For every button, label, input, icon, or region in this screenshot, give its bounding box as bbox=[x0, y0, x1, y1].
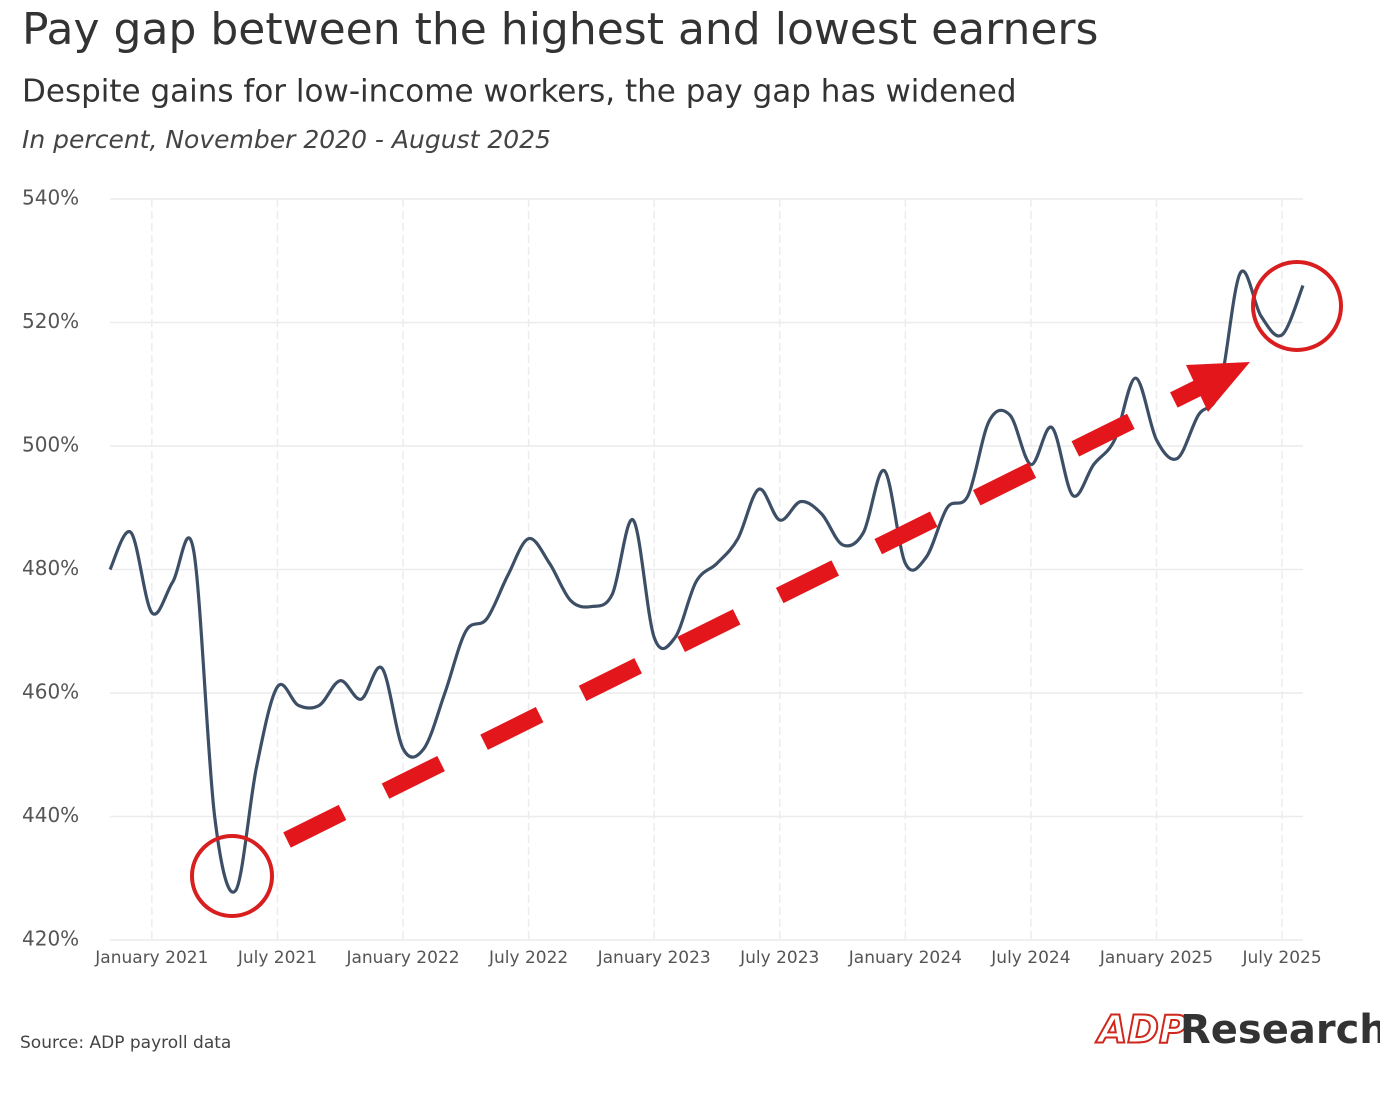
y-tick-label: 420% bbox=[22, 927, 79, 951]
y-tick-label: 520% bbox=[22, 309, 79, 333]
x-tick-label: January 2021 bbox=[94, 948, 208, 968]
trend-arrow bbox=[283, 379, 1204, 848]
arrow-head bbox=[1186, 362, 1250, 412]
y-tick-label: 440% bbox=[22, 803, 79, 827]
x-tick-label: July 2021 bbox=[237, 948, 317, 968]
y-tick-label: 540% bbox=[22, 186, 79, 210]
x-tick-label: July 2025 bbox=[1241, 948, 1321, 968]
high-circle bbox=[1251, 260, 1343, 352]
y-tick-label: 460% bbox=[22, 680, 79, 704]
brand-logo: ADP bbox=[1095, 1008, 1187, 1052]
x-tick-label: January 2023 bbox=[597, 948, 711, 968]
y-tick-label: 480% bbox=[22, 556, 79, 580]
grid bbox=[110, 198, 1303, 941]
x-tick-label: July 2023 bbox=[739, 948, 819, 968]
plot bbox=[108, 269, 1305, 894]
x-tick-label: July 2024 bbox=[990, 948, 1070, 968]
x-tick-label: January 2022 bbox=[345, 948, 459, 968]
low-circle bbox=[190, 834, 274, 918]
annotation bbox=[190, 260, 1343, 918]
chart-note: In percent, November 2020 - August 2025 bbox=[22, 125, 551, 154]
x-tick-label: January 2025 bbox=[1099, 948, 1213, 968]
x-tick-label: July 2022 bbox=[488, 948, 568, 968]
series-line bbox=[108, 269, 1305, 894]
chart-title: Pay gap between the highest and lowest e… bbox=[22, 4, 1098, 55]
source: Source: ADP payroll data bbox=[20, 1033, 231, 1053]
brand-text: Research bbox=[1180, 1007, 1380, 1053]
x-tick-label: January 2024 bbox=[848, 948, 962, 968]
y-tick-label: 500% bbox=[22, 433, 79, 457]
chart-subtitle: Despite gains for low-income workers, th… bbox=[22, 74, 1017, 110]
